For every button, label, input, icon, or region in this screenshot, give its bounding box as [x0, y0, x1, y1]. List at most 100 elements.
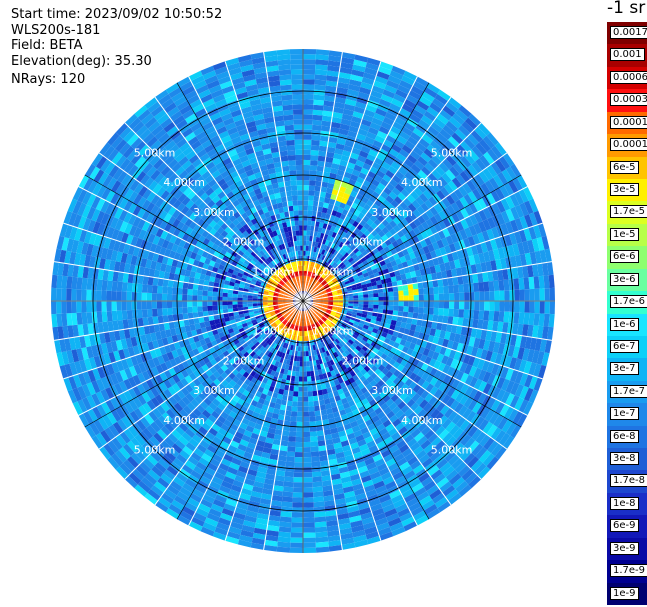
ppi-bin: [267, 326, 273, 332]
ppi-bin: [324, 356, 330, 363]
ppi-bin: [406, 277, 413, 285]
ppi-bin: [193, 361, 202, 370]
ppi-bin: [372, 289, 379, 294]
ppi-bin: [433, 473, 446, 485]
ppi-bin: [285, 315, 290, 320]
ppi-bin: [138, 405, 149, 417]
ppi-bin: [86, 289, 92, 301]
ppi-bin: [420, 389, 430, 400]
ppi-bin: [396, 380, 405, 389]
ppi-bin: [334, 498, 346, 506]
ppi-bin: [101, 279, 108, 291]
ppi-bin: [258, 358, 265, 365]
ppi-bin: [381, 432, 391, 441]
ppi-bin: [426, 320, 433, 329]
ppi-bin: [343, 303, 349, 306]
ppi-bin: [333, 106, 344, 114]
ppi-bin: [331, 261, 337, 268]
ppi-bin: [317, 343, 322, 349]
ppi-bin: [420, 152, 432, 163]
ppi-bin: [390, 335, 398, 342]
ppi-bin: [321, 419, 330, 426]
ppi-bin: [157, 285, 163, 294]
ppi-bin: [377, 230, 386, 238]
ppi-bin: [350, 520, 363, 528]
ppi-bin: [224, 431, 235, 441]
ppi-bin: [243, 520, 256, 528]
ppi-bin: [218, 462, 230, 472]
ppi-bin: [388, 291, 394, 297]
ppi-bin: [303, 376, 308, 382]
ppi-bin: [518, 399, 529, 414]
ppi-bin: [400, 375, 409, 384]
ppi-bin: [422, 313, 429, 321]
ppi-bin: [320, 383, 327, 390]
ppi-bin: [496, 200, 506, 213]
ppi-bin: [303, 250, 306, 256]
ppi-bin: [339, 393, 346, 400]
ppi-bin: [350, 74, 363, 82]
ppi-bin: [171, 499, 185, 511]
ppi-bin: [312, 114, 323, 121]
ppi-bin: [189, 389, 199, 399]
ppi-bin: [180, 369, 189, 378]
ppi-bin: [518, 188, 529, 203]
ppi-bin: [309, 365, 314, 372]
ppi-bin: [470, 413, 481, 426]
ppi-bin: [303, 154, 311, 161]
ppi-bin: [418, 95, 432, 107]
ppi-bin: [136, 292, 142, 301]
ppi-bin: [420, 202, 430, 213]
ppi-bin: [182, 301, 188, 308]
ppi-bin: [455, 381, 465, 392]
ppi-bin: [265, 331, 271, 337]
ppi-bin: [337, 388, 344, 396]
ppi-bin: [357, 262, 365, 269]
ppi-bin: [439, 481, 453, 493]
ppi-bin: [408, 306, 414, 313]
ppi-bin: [452, 162, 464, 175]
ppi-bin: [261, 404, 269, 412]
ppi-bin: [205, 405, 215, 415]
ppi-bin: [421, 91, 435, 103]
ppi-bin: [394, 269, 401, 277]
ppi-bin: [320, 272, 326, 278]
ppi-bin: [493, 414, 504, 428]
ppi-bin: [101, 301, 107, 312]
ppi-bin: [320, 212, 327, 219]
ppi-bin: [310, 283, 314, 289]
ppi-bin: [299, 366, 303, 372]
ppi-bin: [317, 353, 322, 360]
ppi-bin: [410, 506, 424, 517]
ppi-bin: [412, 209, 422, 219]
ppi-bin: [472, 273, 479, 284]
ppi-bin: [350, 238, 357, 245]
ppi-bin: [185, 478, 198, 489]
ppi-bin: [288, 390, 294, 397]
ppi-bin: [111, 310, 118, 321]
ppi-bin: [449, 301, 455, 309]
ppi-bin: [351, 253, 358, 260]
ppi-bin: [199, 475, 212, 486]
ppi-bin: [283, 313, 288, 318]
ppi-bin: [315, 54, 329, 61]
ppi-bin: [145, 439, 157, 451]
ppi-bin: [424, 503, 438, 515]
ppi-bin: [421, 380, 430, 390]
ppi-bin: [324, 434, 333, 441]
ppi-bin: [449, 332, 456, 342]
ppi-bin: [447, 180, 458, 192]
ppi-bin: [486, 361, 495, 374]
ppi-bin: [459, 292, 465, 301]
ppi-bin: [146, 292, 152, 301]
ppi-bin: [434, 248, 442, 258]
ppi-bin: [261, 493, 273, 501]
ppi-bin: [446, 225, 455, 236]
ppi-bin: [272, 439, 281, 446]
ppi-bin: [341, 309, 348, 313]
ppi-bin: [496, 376, 506, 390]
ppi-bin: [529, 288, 535, 301]
ppi-bin: [388, 414, 399, 424]
ppi-bin: [411, 276, 418, 284]
ppi-bin: [389, 374, 397, 382]
